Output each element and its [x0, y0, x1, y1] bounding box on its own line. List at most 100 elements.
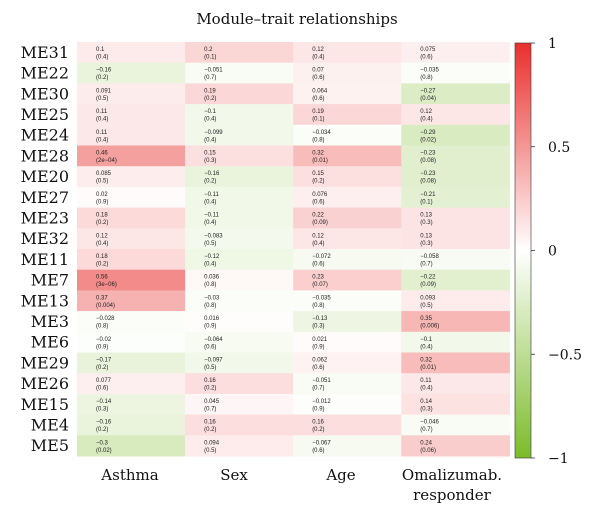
heatmap-cell: [293, 269, 402, 291]
cell-value-label: 0.37: [96, 295, 108, 301]
row-label: ME3: [31, 312, 69, 331]
heatmap-cell: [293, 290, 402, 312]
heatmap-cell: [401, 352, 510, 374]
heatmap-cell: [293, 124, 402, 146]
cell-pvalue-label: (0.6): [312, 448, 324, 454]
row-label: ME26: [21, 374, 69, 393]
heatmap-cell: [293, 166, 402, 188]
cell-pvalue-label: (0.6): [312, 199, 324, 205]
cell-value-label: 0.064: [312, 88, 328, 94]
cell-value-label: −0.17: [96, 358, 112, 364]
heatmap-cell: [77, 311, 186, 333]
heatmap-cell: [401, 435, 510, 457]
cell-value-label: 0.12: [96, 233, 108, 239]
cell-value-label: −0.27: [420, 88, 436, 94]
heatmap-cell: [401, 166, 510, 188]
cell-pvalue-label: (0.3): [420, 241, 432, 247]
cell-value-label: 0.036: [204, 275, 220, 281]
cell-pvalue-label: (0.9): [204, 324, 216, 330]
cell-value-label: −0.051: [312, 378, 331, 384]
cell-value-label: −0.16: [96, 420, 112, 426]
row-label: ME27: [21, 188, 69, 207]
heatmap-cell: [77, 249, 186, 271]
heatmap-cell: [185, 331, 294, 353]
heatmap-cell: [293, 435, 402, 457]
heatmap-cell: [401, 186, 510, 209]
cell-value-label: −0.16: [204, 171, 220, 177]
heatmap-cell: [185, 393, 294, 416]
heatmap-cell: [185, 62, 294, 84]
heatmap-cell: [293, 62, 402, 84]
cell-value-label: −0.072: [312, 254, 331, 260]
colorbar-tick-label: −0.5: [548, 347, 582, 363]
heatmap-cell: [77, 42, 186, 64]
heatmap-cell: [401, 104, 510, 126]
heatmap-cell: [185, 435, 294, 457]
row-label: ME11: [21, 250, 69, 269]
cell-value-label: −0.11: [204, 213, 219, 219]
cell-value-label: −0.099: [204, 130, 223, 136]
cell-pvalue-label: (0.9): [312, 406, 324, 412]
cell-pvalue-label: (0.7): [420, 427, 432, 433]
cell-pvalue-label: (0.8): [312, 303, 324, 309]
cell-pvalue-label: (0.3): [420, 220, 432, 226]
cell-value-label: 0.24: [420, 440, 432, 446]
row-label: ME23: [21, 208, 69, 227]
cell-pvalue-label: (0.01): [420, 365, 436, 371]
heatmap-cell: [293, 311, 402, 333]
cell-value-label: 0.094: [204, 440, 220, 446]
heatmap-cell: [185, 145, 294, 167]
cell-pvalue-label: (0.5): [96, 179, 108, 185]
colorbar-gradient: [514, 42, 532, 459]
cell-value-label: 0.15: [312, 171, 324, 177]
cell-pvalue-label: (0.8): [204, 282, 216, 288]
cell-pvalue-label: (0.4): [204, 117, 216, 123]
cell-value-label: 0.12: [312, 233, 324, 239]
cell-pvalue-label: (0.08): [420, 158, 436, 164]
cell-pvalue-label: (0.08): [420, 179, 436, 185]
heatmap-cell: [293, 414, 402, 436]
cell-pvalue-label: (0.6): [96, 386, 108, 392]
row-label: ME5: [31, 436, 69, 455]
cell-value-label: −0.067: [312, 440, 331, 446]
heatmap-cell: [185, 207, 294, 229]
column-label: responder: [413, 486, 492, 504]
cell-pvalue-label: (0.7): [204, 406, 216, 412]
heatmap-cell: [185, 228, 294, 250]
heatmap-cell: [293, 83, 402, 105]
cell-pvalue-label: (0.1): [420, 199, 432, 205]
heatmap-cell: [185, 249, 294, 271]
heatmap-cell: [401, 393, 510, 416]
cell-value-label: 0.56: [96, 275, 108, 281]
cell-pvalue-label: (0.2): [204, 427, 216, 433]
cell-value-label: −0.23: [420, 171, 436, 177]
heatmap-cell: [185, 166, 294, 188]
cell-pvalue-label: (0.7): [204, 75, 216, 81]
heatmap-cell: [293, 186, 402, 209]
cell-value-label: 0.35: [420, 316, 432, 322]
heatmap-cell: [401, 83, 510, 105]
heatmap-cell: [293, 104, 402, 126]
heatmap-cell: [401, 207, 510, 229]
cell-value-label: 0.32: [312, 151, 324, 157]
heatmap-cell: [77, 373, 186, 395]
cell-value-label: −0.29: [420, 130, 436, 136]
cell-pvalue-label: (0.1): [312, 117, 324, 123]
cell-value-label: −0.028: [96, 316, 115, 322]
cell-pvalue-label: (0.9): [96, 344, 108, 350]
cell-value-label: 0.045: [204, 399, 220, 405]
cell-pvalue-label: (0.006): [420, 324, 439, 330]
cell-value-label: 0.093: [420, 295, 436, 301]
cell-pvalue-label: (0.5): [204, 448, 216, 454]
cell-value-label: 0.2: [204, 47, 213, 53]
cell-pvalue-label: (0.4): [204, 199, 216, 205]
heatmap-cell: [77, 435, 186, 457]
column-label: Asthma: [100, 466, 158, 484]
cell-value-label: 0.07: [312, 68, 324, 74]
cell-value-label: −0.23: [420, 151, 436, 157]
heatmap-cell: [401, 414, 510, 436]
row-label: ME25: [21, 105, 69, 124]
cell-value-label: −0.012: [312, 399, 331, 405]
heatmap-cell: [77, 104, 186, 126]
